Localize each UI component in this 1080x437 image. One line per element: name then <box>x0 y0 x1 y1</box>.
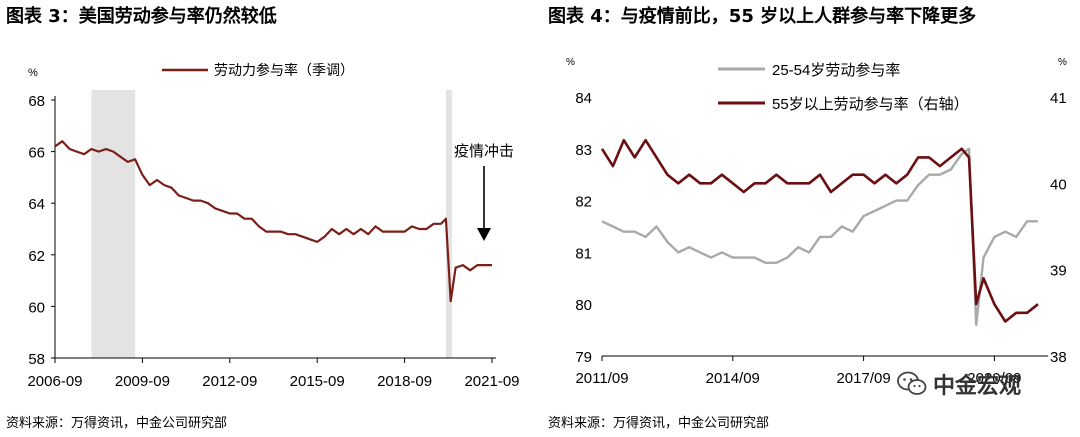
y-tick-label: 84 <box>575 90 592 107</box>
y-tick-label: 64 <box>28 196 45 213</box>
y-tick-label: 66 <box>28 145 45 162</box>
x-tick-label: 2015-09 <box>290 373 345 390</box>
x-tick-label: 2006-09 <box>27 373 82 390</box>
right-chart: % % 79 80 81 82 83 84 38 39 40 41 2011/09 2014/09 2017… <box>566 57 1067 387</box>
y-tick-label: 62 <box>28 248 45 265</box>
x-tick-label: 2014/09 <box>706 370 760 387</box>
right-source-note: 资料来源：万得资讯，中金公司研究部 <box>548 416 770 431</box>
shaded-period <box>91 90 136 358</box>
left-chart: % 58 60 62 64 66 68 2006-09 2009-09 2012-09 2015-0… <box>27 62 519 390</box>
watermark: 中金宏观 <box>897 368 1021 400</box>
y-tick-label: 79 <box>575 349 592 366</box>
left-y-unit: % <box>28 67 38 79</box>
left-chart-title: 图表 3：美国劳动参与率仍然较低 <box>6 6 277 27</box>
right-chart-title: 图表 4：与疫情前比，55 岁以上人群参与率下降更多 <box>548 6 977 27</box>
y2-tick-label: 39 <box>1050 263 1067 280</box>
legend-label: 55岁以上劳动参与率（右轴） <box>772 96 969 113</box>
right-y-unit: % <box>566 57 575 68</box>
y-tick-label: 83 <box>575 142 592 159</box>
right-y2-unit: % <box>1058 57 1067 68</box>
y-tick-label: 80 <box>575 297 592 314</box>
x-tick-label: 2018-09 <box>377 373 432 390</box>
x-tick-label: 2012-09 <box>202 373 257 390</box>
series-line <box>600 138 1039 323</box>
x-tick-label: 2011/09 <box>575 370 628 387</box>
annotation-text: 疫情冲击 <box>454 143 514 160</box>
y-tick-label: 81 <box>575 245 592 262</box>
y2-tick-label: 38 <box>1050 349 1067 366</box>
y2-tick-label: 41 <box>1050 90 1067 107</box>
watermark-text: 中金宏观 <box>933 374 1022 399</box>
y2-tick-label: 40 <box>1050 176 1067 193</box>
shaded-period <box>445 90 452 358</box>
x-tick-label: 2017/09 <box>836 370 890 387</box>
y-tick-label: 58 <box>28 351 45 368</box>
legend-label: 劳动力参与率（季调） <box>214 62 354 78</box>
annotation-arrowhead <box>477 228 491 241</box>
x-tick-label: 2021-09 <box>464 373 519 390</box>
legend-label: 25-54岁劳动参与率 <box>772 62 900 79</box>
y-tick-label: 82 <box>575 194 592 211</box>
left-source-note: 资料来源：万得资讯，中金公司研究部 <box>6 416 228 431</box>
y-tick-label: 60 <box>28 299 45 316</box>
series-line <box>54 140 492 303</box>
x-tick-label: 2009-09 <box>115 373 170 390</box>
x-tick-label: 2020/09 <box>967 370 1021 387</box>
wechat-icon <box>897 371 927 395</box>
y-tick-label: 68 <box>28 93 45 110</box>
